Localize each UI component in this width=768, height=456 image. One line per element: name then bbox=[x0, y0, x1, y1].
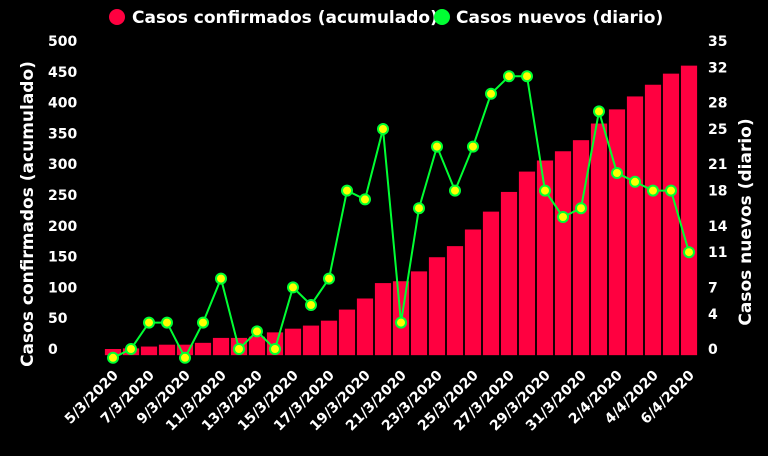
point-31/3/2020 bbox=[575, 202, 587, 215]
point-25/3/2020 bbox=[467, 140, 479, 153]
right-tick-label: 32 bbox=[708, 60, 727, 76]
point-27/3/2020 bbox=[503, 70, 515, 83]
point-7/3/2020 bbox=[143, 316, 155, 329]
bar-20/3/2020 bbox=[374, 283, 392, 356]
point-23/3/2020 bbox=[431, 140, 443, 153]
point-3/4/2020 bbox=[629, 175, 641, 188]
bar-3/4/2020 bbox=[626, 96, 644, 356]
bar-18/3/2020 bbox=[338, 309, 356, 356]
bar-25/3/2020 bbox=[464, 229, 482, 356]
point-6/3/2020 bbox=[125, 343, 137, 355]
right-tick-label: 7 bbox=[708, 280, 718, 296]
point-15/3/2020 bbox=[287, 281, 299, 294]
point-20/3/2020 bbox=[377, 123, 389, 135]
bar-7/3/2020 bbox=[140, 346, 158, 356]
point-24/3/2020 bbox=[449, 184, 461, 197]
legend-marker-new bbox=[434, 9, 450, 25]
right-axis-ticks: 0 4 7 11 14 18 21 25 28 32 35 bbox=[708, 34, 728, 358]
left-tick-label: 350 bbox=[48, 126, 77, 142]
left-axis-ticks: 0 50 100 150 200 250 300 350 400 450 500 bbox=[48, 34, 77, 358]
bar-31/3/2020 bbox=[572, 140, 590, 356]
right-tick-label: 18 bbox=[708, 184, 727, 200]
right-tick-label: 0 bbox=[708, 342, 718, 358]
left-tick-label: 100 bbox=[48, 280, 77, 296]
right-tick-label: 4 bbox=[708, 307, 718, 323]
left-tick-label: 0 bbox=[48, 342, 58, 358]
left-tick-label: 300 bbox=[48, 157, 77, 173]
point-28/3/2020 bbox=[521, 70, 533, 83]
bar-26/3/2020 bbox=[482, 211, 500, 356]
left-tick-label: 500 bbox=[48, 34, 77, 50]
left-tick-label: 200 bbox=[48, 219, 77, 235]
x-axis-ticks: 5/3/20207/3/20209/3/202011/3/202013/3/20… bbox=[62, 367, 698, 434]
point-17/3/2020 bbox=[323, 272, 335, 285]
left-tick-label: 50 bbox=[48, 311, 68, 327]
bar-8/3/2020 bbox=[158, 344, 176, 356]
legend-label-confirmed: Casos confirmados (acumulado) bbox=[132, 8, 438, 28]
point-30/3/2020 bbox=[557, 211, 569, 223]
bar-22/3/2020 bbox=[410, 271, 428, 356]
bar-2/4/2020 bbox=[608, 109, 626, 356]
legend-label-new: Casos nuevos (diario) bbox=[456, 8, 663, 28]
bar-series bbox=[104, 65, 698, 356]
bar-16/3/2020 bbox=[302, 325, 320, 356]
legend: Casos confirmados (acumulado) Casos nuev… bbox=[109, 8, 663, 28]
bar-9/3/2020 bbox=[176, 344, 194, 356]
bar-1/4/2020 bbox=[590, 123, 608, 356]
point-5/3/2020 bbox=[107, 351, 119, 364]
bar-27/3/2020 bbox=[500, 191, 518, 356]
bar-28/3/2020 bbox=[518, 171, 536, 356]
point-13/3/2020 bbox=[251, 325, 263, 338]
bar-23/3/2020 bbox=[428, 257, 446, 356]
right-tick-label: 11 bbox=[708, 245, 727, 261]
left-tick-label: 450 bbox=[48, 65, 77, 81]
bar-6/4/2020 bbox=[680, 65, 698, 356]
bar-11/3/2020 bbox=[212, 337, 230, 356]
point-19/3/2020 bbox=[359, 193, 371, 206]
bar-29/3/2020 bbox=[536, 160, 554, 356]
bar-17/3/2020 bbox=[320, 320, 338, 356]
point-2/4/2020 bbox=[611, 167, 623, 179]
bar-5/4/2020 bbox=[662, 73, 680, 356]
left-tick-label: 250 bbox=[48, 188, 77, 204]
point-1/4/2020 bbox=[593, 105, 605, 118]
left-axis-title: Casos confirmados (acumulado) bbox=[18, 61, 38, 367]
point-18/3/2020 bbox=[341, 184, 353, 197]
right-tick-label: 25 bbox=[708, 122, 727, 138]
point-26/3/2020 bbox=[485, 87, 497, 100]
point-14/3/2020 bbox=[269, 343, 281, 355]
right-tick-label: 21 bbox=[708, 157, 727, 173]
point-29/3/2020 bbox=[539, 184, 551, 197]
bar-4/4/2020 bbox=[644, 84, 662, 356]
point-10/3/2020 bbox=[197, 316, 209, 329]
point-9/3/2020 bbox=[179, 351, 191, 364]
bar-30/3/2020 bbox=[554, 151, 572, 356]
bar-19/3/2020 bbox=[356, 298, 374, 356]
point-11/3/2020 bbox=[215, 272, 227, 285]
point-16/3/2020 bbox=[305, 299, 317, 311]
point-21/3/2020 bbox=[395, 316, 407, 329]
bar-15/3/2020 bbox=[284, 328, 302, 356]
right-tick-label: 35 bbox=[708, 34, 727, 50]
line-series bbox=[107, 70, 695, 364]
left-tick-label: 400 bbox=[48, 96, 77, 112]
point-22/3/2020 bbox=[413, 202, 425, 215]
right-tick-label: 28 bbox=[708, 96, 727, 112]
bar-13/3/2020 bbox=[248, 336, 266, 356]
point-8/3/2020 bbox=[161, 316, 173, 329]
point-5/4/2020 bbox=[665, 184, 677, 197]
bar-10/3/2020 bbox=[194, 342, 212, 356]
legend-marker-confirmed bbox=[109, 9, 125, 25]
right-axis-title: Casos nuevos (diario) bbox=[736, 118, 756, 325]
left-tick-label: 150 bbox=[48, 250, 77, 266]
bar-24/3/2020 bbox=[446, 246, 464, 356]
point-12/3/2020 bbox=[233, 343, 245, 355]
right-tick-label: 14 bbox=[708, 219, 728, 235]
point-6/4/2020 bbox=[683, 246, 695, 259]
point-4/4/2020 bbox=[647, 184, 659, 197]
